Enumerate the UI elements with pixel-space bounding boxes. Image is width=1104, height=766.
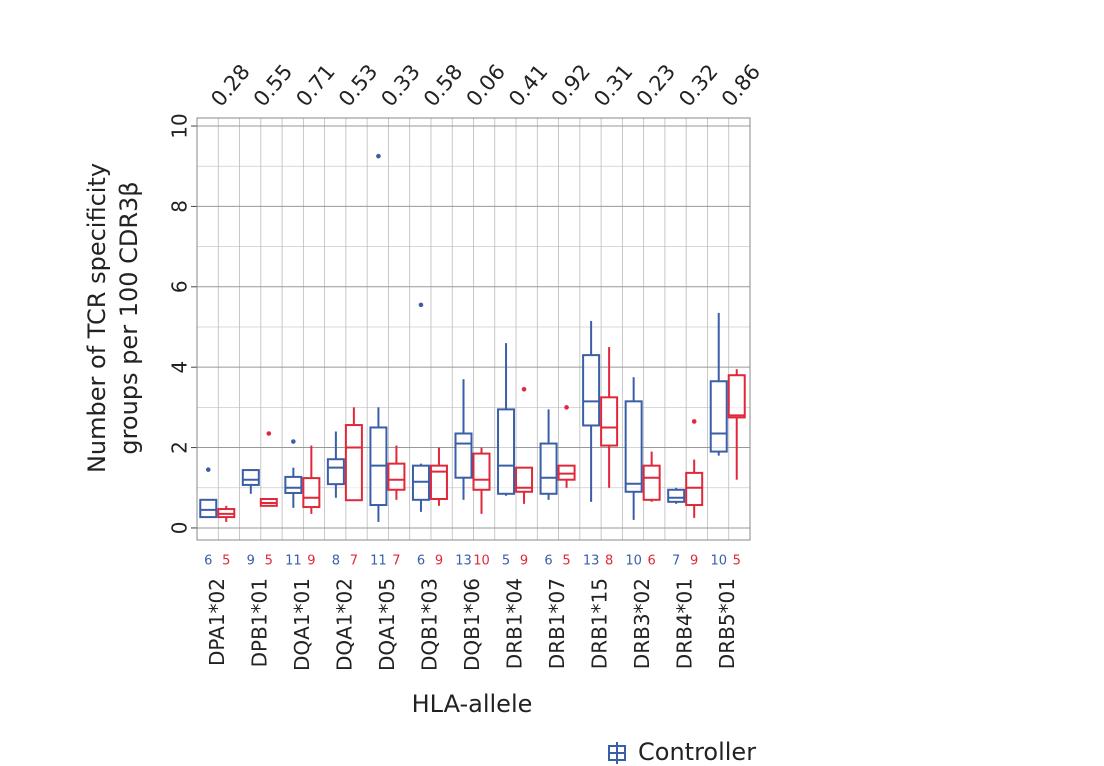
legend-label: Controller bbox=[638, 738, 756, 766]
p-value: 0.53 bbox=[334, 60, 382, 111]
count-label: 9 bbox=[307, 554, 315, 569]
box bbox=[624, 400, 643, 493]
outlier bbox=[266, 431, 272, 436]
count-label: 7 bbox=[672, 554, 680, 569]
count-label: 6 bbox=[648, 554, 656, 569]
box bbox=[284, 475, 303, 494]
x-tick-label: DRB1*04 bbox=[503, 578, 527, 669]
p-value: 0.28 bbox=[206, 60, 254, 111]
x-tick-label: DRB5*01 bbox=[715, 578, 739, 669]
box bbox=[472, 452, 491, 491]
x-tick-label: DQA1*01 bbox=[290, 578, 314, 671]
x-axis-label: HLA-allele bbox=[412, 690, 533, 718]
count-label: 7 bbox=[392, 554, 400, 569]
count-label: 11 bbox=[370, 554, 387, 569]
count-label: 6 bbox=[544, 554, 552, 569]
box bbox=[600, 396, 619, 447]
count-label: 10 bbox=[710, 554, 727, 569]
outlier bbox=[376, 153, 381, 159]
x-tick-label: DQA1*02 bbox=[332, 578, 356, 671]
y-axis-label: Number of TCR specificity bbox=[83, 163, 111, 473]
outlier bbox=[418, 302, 424, 308]
x-tick-label: DRB1*07 bbox=[545, 578, 569, 669]
box bbox=[302, 477, 321, 509]
count-label: 9 bbox=[247, 554, 255, 569]
outlier bbox=[691, 419, 697, 424]
box bbox=[241, 469, 260, 486]
x-tick-label: DRB4*01 bbox=[673, 578, 697, 669]
count-label: 5 bbox=[562, 554, 570, 569]
count-label: 10 bbox=[473, 554, 490, 569]
x-tick-label: DQB1*06 bbox=[460, 578, 484, 671]
box bbox=[642, 464, 661, 501]
p-value: 0.41 bbox=[504, 60, 552, 111]
x-tick-label: DQB1*03 bbox=[417, 578, 441, 671]
box bbox=[685, 471, 704, 507]
box bbox=[326, 458, 345, 486]
p-value: 0.23 bbox=[632, 60, 680, 111]
p-value: 0.33 bbox=[376, 60, 424, 111]
box bbox=[582, 354, 601, 427]
p-value: 0.32 bbox=[674, 60, 722, 111]
x-tick-label: DRB1*15 bbox=[588, 578, 612, 669]
count-label: 10 bbox=[625, 554, 642, 569]
count-label: 7 bbox=[350, 554, 358, 569]
count-label: 6 bbox=[417, 554, 425, 569]
y-tick-label: 6 bbox=[168, 280, 192, 293]
count-label: 8 bbox=[605, 554, 613, 569]
outlier bbox=[205, 467, 211, 472]
p-value: 0.55 bbox=[249, 60, 297, 111]
box bbox=[497, 408, 516, 495]
count-label: 9 bbox=[520, 554, 528, 569]
box bbox=[344, 424, 363, 502]
box bbox=[709, 380, 728, 453]
box bbox=[515, 466, 534, 493]
count-label: 13 bbox=[455, 554, 472, 569]
box bbox=[454, 432, 473, 479]
count-label: 5 bbox=[733, 554, 741, 569]
x-tick-label: DQA1*05 bbox=[375, 578, 399, 671]
x-tick-label: DRB3*02 bbox=[630, 578, 654, 669]
count-label: 5 bbox=[222, 554, 230, 569]
count-label: 11 bbox=[285, 554, 302, 569]
p-value: 0.06 bbox=[462, 60, 510, 111]
y-tick-label: 0 bbox=[168, 522, 192, 535]
plot-frame bbox=[196, 117, 751, 541]
p-value: 0.92 bbox=[547, 60, 595, 111]
count-label: 9 bbox=[435, 554, 443, 569]
p-value: 0.86 bbox=[717, 60, 765, 111]
box bbox=[199, 498, 218, 519]
box bbox=[539, 442, 558, 495]
y-tick-label: 2 bbox=[168, 441, 192, 454]
box bbox=[667, 488, 686, 503]
p-value: 0.71 bbox=[291, 60, 339, 111]
outlier bbox=[291, 439, 296, 444]
box bbox=[429, 464, 448, 501]
y-tick-label: 4 bbox=[168, 361, 192, 374]
box bbox=[557, 464, 576, 481]
count-label: 13 bbox=[583, 554, 600, 569]
x-tick-label: DPA1*02 bbox=[205, 578, 229, 666]
x-tick-label: DPB1*01 bbox=[247, 578, 271, 667]
count-label: 9 bbox=[690, 554, 698, 569]
outlier bbox=[521, 386, 527, 392]
outlier bbox=[564, 405, 569, 410]
count-label: 8 bbox=[332, 554, 340, 569]
y-axis-label: groups per 100 CDR3β bbox=[115, 181, 143, 454]
count-label: 5 bbox=[502, 554, 510, 569]
y-tick-label: 10 bbox=[168, 113, 192, 138]
count-label: 6 bbox=[204, 554, 212, 569]
p-value: 0.31 bbox=[589, 60, 637, 111]
count-label: 5 bbox=[265, 554, 273, 569]
p-value: 0.58 bbox=[419, 60, 467, 111]
y-tick-label: 8 bbox=[168, 200, 192, 213]
box bbox=[411, 464, 430, 501]
box bbox=[727, 374, 746, 419]
box bbox=[387, 462, 406, 491]
